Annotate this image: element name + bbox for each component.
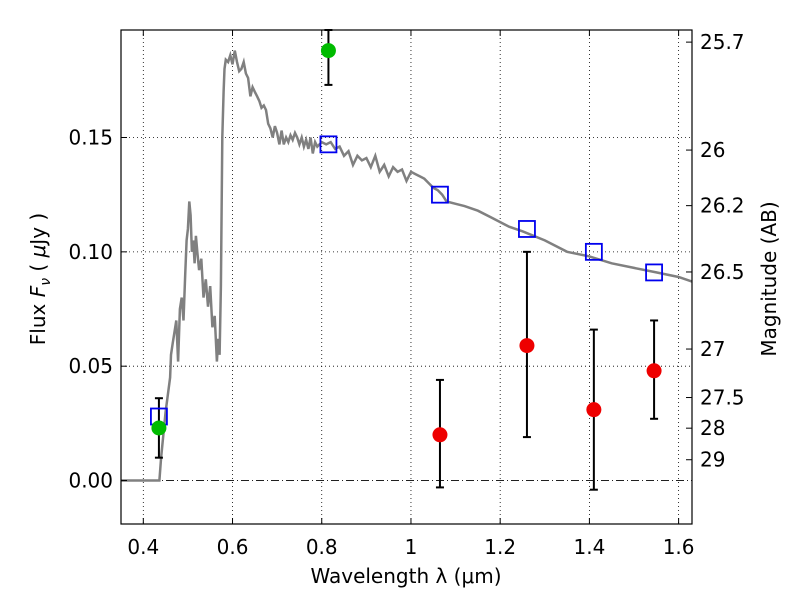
model-photometry-square [431, 185, 449, 204]
y-axis-title-subscript: ν [38, 278, 54, 286]
x-tick-label: 0.8 [306, 535, 338, 559]
y-axis-title-unit: Jy ) [26, 213, 50, 247]
y-axis-title-symbol: F [26, 285, 50, 297]
detection-point [320, 43, 336, 59]
x-tick-label: 1 [405, 535, 418, 559]
right-tick-label: 29 [700, 448, 725, 472]
y-axis-title-mu: μ [26, 245, 50, 259]
plot-area [121, 29, 693, 491]
x-axis-title: Wavelength λ (μm) [310, 564, 501, 588]
observed-points-layer [151, 43, 662, 443]
y-tick-label: 0.15 [68, 125, 113, 149]
right-tick-label: 26 [700, 138, 725, 162]
model-photometry-square [584, 242, 603, 261]
right-tick-label: 28 [700, 416, 725, 440]
model-photometry-square [518, 220, 536, 238]
x-tick-label: 0.6 [217, 535, 249, 559]
error-bar-layer [154, 29, 659, 491]
y-tick-label: 0.10 [68, 240, 113, 264]
model-photometry-square [645, 263, 663, 282]
right-tick-label: 26.5 [700, 260, 745, 284]
right-tick-label: 27 [700, 337, 725, 361]
right-tick-label: 27.5 [700, 386, 745, 410]
y-tick-label: 0.00 [68, 469, 113, 493]
tick-layer: 0.4 0.6 0.8 1 1.2 1.4 1.6 0.00 0.05 0.10 0.15 25.7 2… [68, 30, 745, 559]
model-sed-line [121, 50, 693, 482]
right-axis-title: Magnitude (AB) [757, 201, 781, 356]
detection-point [151, 420, 167, 436]
model-photometry-square [319, 135, 338, 154]
y-tick-label: 0.05 [68, 354, 113, 378]
plot-frame [120, 29, 693, 525]
nondetection-point [432, 427, 448, 443]
nondetection-point [519, 338, 535, 354]
x-tick-label: 1.2 [484, 535, 516, 559]
nondetection-point [586, 402, 602, 418]
right-tick-label: 26.2 [700, 194, 745, 218]
right-tick-label: 25.7 [700, 30, 745, 54]
x-tick-label: 1.6 [663, 535, 695, 559]
nondetection-point [646, 363, 662, 379]
y-axis-title-prefix: Flux [26, 297, 50, 345]
model-photometry-layer [150, 135, 663, 426]
x-tick-label: 0.4 [127, 535, 159, 559]
y-axis-title: Flux Fν ( μJy ) [26, 213, 54, 345]
y-axis-title-open: ( [26, 257, 50, 278]
x-tick-label: 1.4 [573, 535, 605, 559]
grid-layer [121, 30, 692, 524]
